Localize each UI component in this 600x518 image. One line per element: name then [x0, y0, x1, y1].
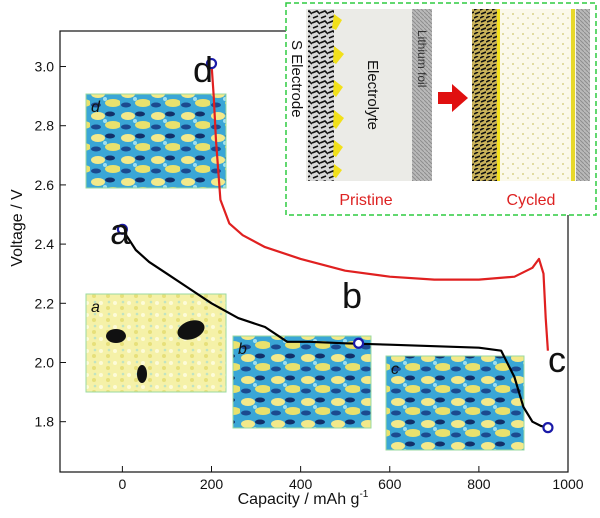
x-tick-label: 1000 [552, 476, 583, 492]
inset-c-label: c [391, 361, 399, 378]
inset-a-particle-3 [137, 365, 147, 383]
point-markers [116, 57, 554, 434]
x-axis-ticks: 0 200 400 600 800 1000 [118, 466, 584, 492]
x-tick-label: 200 [200, 476, 224, 492]
x-tick-label: 400 [289, 476, 313, 492]
cycled-s-electrode [472, 9, 498, 181]
y-axis-ticks: 1.8 2.0 2.2 2.4 2.6 2.8 3.0 [35, 59, 66, 430]
inset-b-label: b [238, 341, 247, 358]
y-tick-label: 1.8 [35, 414, 55, 430]
point-label-b: b [342, 275, 362, 316]
y-tick-label: 2.8 [35, 118, 55, 134]
schematic-inset: S Electrode Electrolyte Lithium foil Pri… [285, 2, 597, 216]
lithium-foil-label: Lithium foil [415, 30, 429, 87]
point-marker-c [542, 422, 554, 434]
point-label-a: a [110, 211, 131, 252]
point-label-d: d [193, 49, 213, 90]
series-line-0 [121, 228, 549, 429]
inset-b-image [232, 335, 372, 429]
y-tick-label: 2.4 [35, 236, 55, 252]
cycled-caption: Cycled [507, 192, 556, 209]
series-layer [121, 63, 549, 429]
inset-d-image [85, 93, 227, 189]
inset-images: d a b c [85, 93, 525, 451]
inset-a-particle-2 [177, 320, 205, 340]
x-axis-label: Capacity / mAh g-1 [238, 489, 369, 508]
pristine-s-electrode [308, 9, 334, 181]
inset-d-label: d [91, 99, 101, 116]
y-axis-label: Voltage / V [9, 189, 26, 267]
y-tick-label: 3.0 [35, 59, 55, 75]
point-label-c: c [548, 339, 566, 380]
arrow-icon [438, 84, 468, 112]
inset-a-particle-1 [106, 329, 126, 343]
point-marker-a [116, 223, 128, 235]
inset-a-image [85, 293, 227, 393]
cycled-sulfur-layer [497, 9, 500, 181]
inset-a-label: a [91, 299, 100, 316]
x-tick-label: 600 [378, 476, 402, 492]
sulfur-particles [332, 14, 344, 178]
x-tick-label: 0 [118, 476, 126, 492]
s-electrode-label: S Electrode [288, 40, 305, 118]
y-tick-label: 2.0 [35, 354, 55, 370]
y-tick-label: 2.6 [35, 177, 55, 193]
x-tick-label: 800 [467, 476, 491, 492]
point-marker-d [205, 57, 218, 70]
cycled-lithium-foil [576, 9, 590, 181]
pristine-caption: Pristine [339, 192, 392, 209]
electrolyte-label: Electrolyte [364, 60, 381, 130]
y-tick-label: 2.2 [35, 295, 55, 311]
inset-c-image [385, 355, 525, 451]
series-line-1 [210, 63, 549, 351]
point-marker-b [352, 337, 365, 349]
pristine-lithium-foil [412, 9, 432, 181]
cycled-deposit-layer [571, 9, 575, 181]
